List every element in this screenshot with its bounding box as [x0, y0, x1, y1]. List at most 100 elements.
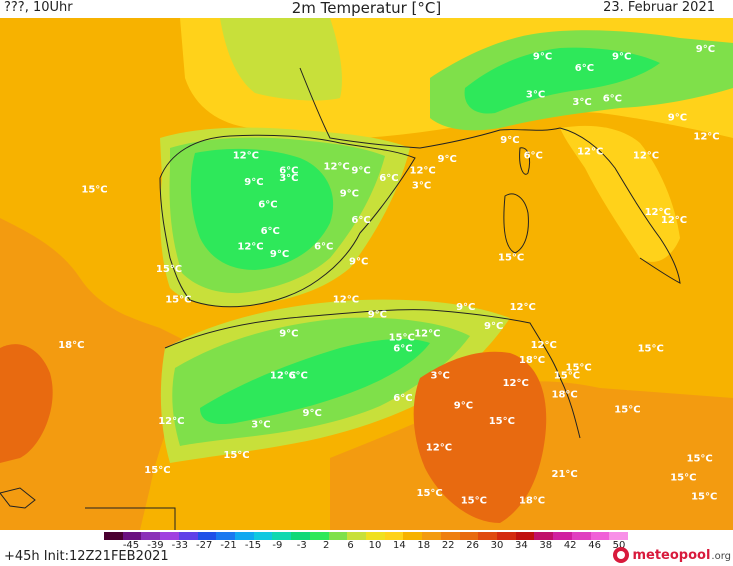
temperature-label: 6°C [575, 63, 594, 74]
temperature-label: 15°C [223, 450, 249, 461]
color-scale-tick: -39 [147, 540, 164, 551]
temperature-labels: 15°C18°C15°C15°C12°C15°C15°C12°C6°C3°C9°… [58, 44, 719, 506]
temperature-label: 12°C [158, 416, 184, 427]
color-scale-tick: 18 [417, 540, 431, 551]
temperature-label: 9°C [349, 257, 368, 268]
temperature-label: 6°C [258, 200, 277, 211]
color-scale-tick: 14 [393, 540, 406, 551]
forecast-time-label: ???, 10Uhr [4, 0, 73, 15]
temperature-label: 15°C [670, 473, 696, 484]
color-scale-segment [366, 532, 386, 540]
color-scale-ticks: -45 -39 -33 -27 -21 -15 -9 -3 2 6 10 14 18 22 26 30 34 38… [0, 540, 733, 552]
header-bar: ???, 10Uhr 2m Temperatur [°C] 23. Februa… [0, 0, 733, 18]
color-scale-tick: -15 [244, 540, 262, 551]
color-scale-segment [440, 532, 461, 540]
temperature-label: 12°C [645, 207, 671, 218]
temperature-label: 15°C [156, 264, 182, 275]
temperature-label: 6°C [524, 150, 543, 161]
color-scale-segment [291, 532, 311, 540]
color-scale-segment [590, 532, 610, 540]
color-scale-tick: -33 [171, 540, 188, 551]
logo-suffix: .org [711, 551, 731, 562]
temperature-label: 6°C [314, 241, 333, 252]
temperature-label: 12°C [633, 150, 659, 161]
color-scale-segment [235, 532, 255, 540]
temperature-label: 9°C [533, 52, 552, 63]
color-scale-segment [422, 532, 442, 540]
color-scale-tick: -45 [122, 540, 140, 551]
temperature-label: 15°C [81, 185, 107, 196]
color-scale-tick: 22 [441, 540, 455, 551]
temperature-label: 6°C [351, 215, 370, 226]
color-scale-tick: -27 [196, 540, 213, 551]
temperature-label: 15°C [144, 465, 170, 476]
temperature-label: 12°C [693, 131, 719, 142]
temperature-label: 15°C [554, 370, 580, 381]
temperature-label: 6°C [289, 370, 308, 381]
corsica-coastline [519, 147, 531, 175]
temperature-label: 12°C [237, 241, 263, 252]
color-scale-segment [384, 532, 404, 540]
color-scale-tick: 6 [347, 540, 354, 551]
atlas-cold-field [200, 338, 430, 425]
temperature-label: 15°C [489, 416, 515, 427]
color-scale-segment [160, 532, 180, 540]
france-coastline [299, 67, 561, 149]
color-scale-segment [571, 532, 592, 540]
temperature-label: 15°C [687, 454, 713, 465]
temperature-label: 12°C [270, 370, 296, 381]
color-scale-segment [459, 532, 479, 540]
color-scale-tick: 34 [515, 540, 528, 551]
temperature-label: 15°C [461, 496, 487, 507]
temperature-label: 15°C [389, 332, 415, 343]
temperature-label: 18°C [519, 496, 545, 507]
temperature-label: 18°C [552, 389, 578, 400]
alps-cold-field [464, 47, 660, 114]
color-scale-segment [197, 532, 217, 540]
color-scale-segment [497, 532, 517, 540]
temperature-label: 9°C [368, 310, 387, 321]
temperature-label: 9°C [303, 408, 322, 419]
temperature-label: 6°C [393, 393, 412, 404]
color-scale-tick: 42 [563, 540, 577, 551]
temperature-label: 12°C [577, 147, 603, 158]
temperature-label: 15°C [165, 294, 191, 305]
temperature-label: 6°C [603, 93, 622, 104]
color-scale-tick: 46 [588, 540, 601, 551]
color-scale-tick: 26 [466, 540, 479, 551]
temperature-label: 15°C [417, 488, 443, 499]
color-scale-segment [609, 532, 629, 540]
color-scale-segment [478, 532, 498, 540]
temperature-label: 9°C [270, 249, 289, 260]
canary-islands-coastline [0, 487, 36, 509]
color-scale-tick: -21 [220, 540, 237, 551]
temperature-label: 6°C [279, 166, 298, 177]
atlantic-warm-field [0, 218, 200, 530]
color-scale-segment [216, 532, 236, 540]
color-scale-segment [403, 532, 423, 540]
color-scale-bar [104, 532, 629, 540]
color-scale-segment [104, 532, 124, 540]
temperature-label: 18°C [519, 355, 545, 366]
temperature-label: 9°C [668, 112, 687, 123]
temperature-label: 9°C [438, 154, 457, 165]
temperature-label: 12°C [510, 302, 536, 313]
temperature-label: 15°C [566, 363, 592, 374]
temperature-label: 3°C [251, 420, 270, 431]
color-scale-segment [534, 532, 554, 540]
color-scale-tick: 50 [612, 540, 626, 551]
temperature-label: 15°C [638, 344, 664, 355]
forecast-date: 23. Februar 2021 [603, 0, 715, 15]
temperature-label: 9°C [500, 135, 519, 146]
temperature-label: 6°C [261, 226, 280, 237]
temperature-label: 15°C [614, 404, 640, 415]
meteopool-logo: meteopool .org [613, 546, 731, 564]
color-scale-segment [515, 532, 535, 540]
temperature-label: 9°C [351, 166, 370, 177]
logo-text: meteopool [632, 547, 711, 563]
temperature-label: 3°C [431, 370, 450, 381]
temperature-label: 12°C [503, 378, 529, 389]
temperature-label: 9°C [484, 321, 503, 332]
temperature-label: 12°C [414, 329, 440, 340]
color-scale-segment [272, 532, 292, 540]
